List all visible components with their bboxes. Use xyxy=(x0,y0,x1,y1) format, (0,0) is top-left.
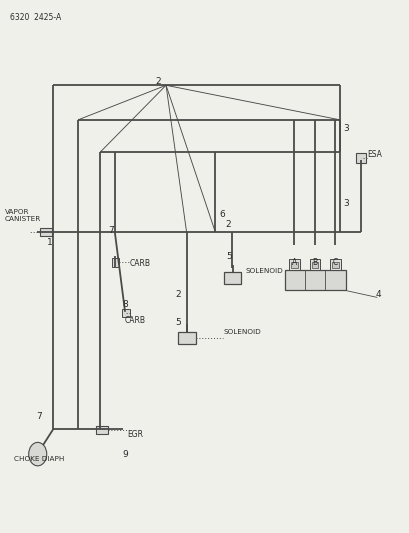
Text: C: C xyxy=(332,258,337,266)
Text: 3: 3 xyxy=(343,199,348,208)
Text: 4: 4 xyxy=(374,290,380,298)
Text: 2: 2 xyxy=(155,77,161,85)
Bar xyxy=(309,259,319,270)
Text: ESA: ESA xyxy=(366,150,381,159)
Circle shape xyxy=(29,442,47,466)
Text: 6: 6 xyxy=(219,210,225,219)
Text: 8: 8 xyxy=(122,301,128,309)
Bar xyxy=(178,332,195,344)
Bar xyxy=(224,272,241,284)
Text: 2: 2 xyxy=(225,221,231,229)
Bar xyxy=(331,262,338,268)
Bar xyxy=(40,228,52,236)
Bar xyxy=(111,258,119,266)
Bar xyxy=(288,259,299,270)
Text: SOLENOID: SOLENOID xyxy=(245,268,283,274)
Text: 9: 9 xyxy=(122,450,128,458)
Bar xyxy=(284,270,345,290)
Text: 7: 7 xyxy=(36,413,42,421)
Text: 6320  2425-A: 6320 2425-A xyxy=(10,13,61,21)
Text: A: A xyxy=(291,258,296,266)
Text: 1: 1 xyxy=(47,238,53,247)
Text: EGR: EGR xyxy=(127,430,143,439)
Bar xyxy=(355,153,365,163)
Text: CHOKE DIAPH: CHOKE DIAPH xyxy=(14,456,65,463)
Text: 5: 5 xyxy=(175,318,181,327)
Text: 3: 3 xyxy=(343,125,348,133)
Text: 5: 5 xyxy=(226,253,231,261)
Bar xyxy=(96,426,108,434)
Text: 7: 7 xyxy=(108,226,114,235)
Text: 2: 2 xyxy=(175,290,181,298)
Text: B: B xyxy=(312,258,317,266)
Bar xyxy=(290,262,297,268)
Text: CARB: CARB xyxy=(129,260,150,268)
Bar xyxy=(329,259,340,270)
Text: CARB: CARB xyxy=(125,317,146,325)
Bar xyxy=(311,262,317,268)
Text: SOLENOID: SOLENOID xyxy=(223,328,261,335)
Bar xyxy=(122,309,129,317)
Text: VAPOR
CANISTER: VAPOR CANISTER xyxy=(5,209,41,222)
